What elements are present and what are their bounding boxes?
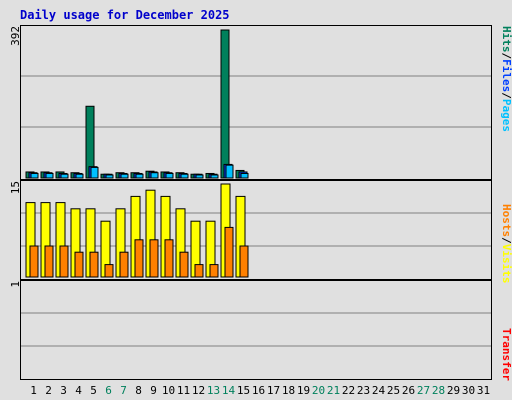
x-tick-label-day-10: 10 (162, 384, 175, 397)
y-max-label-mid: 15 (9, 181, 22, 194)
panel-frame (20, 25, 492, 180)
svg-text:Hits/Files/Pages: Hits/Files/Pages (500, 26, 512, 132)
x-tick-label-day-20: 20 (312, 384, 325, 397)
x-tick-label-day-6: 6 (105, 384, 112, 397)
bar-hosts-day-6 (104, 264, 114, 278)
x-tick-label-day-1: 1 (30, 384, 37, 397)
bar-hosts-day-15 (239, 245, 249, 278)
x-tick-label-day-15: 15 (237, 384, 250, 397)
bar-pages-day-14 (225, 164, 234, 179)
x-tick-label-day-25: 25 (387, 384, 400, 397)
panel-frame (20, 180, 492, 280)
x-tick-label-day-22: 22 (342, 384, 355, 397)
bar-pages-day-5 (90, 166, 99, 179)
x-tick-label-day-9: 9 (150, 384, 157, 397)
x-tick-label-day-18: 18 (282, 384, 295, 397)
legend-visits: Visits (500, 244, 512, 284)
x-tick-label-day-21: 21 (327, 384, 340, 397)
chart-title: Daily usage for December 2025 (20, 8, 230, 22)
x-tick-label-day-12: 12 (192, 384, 205, 397)
bar-hosts-day-3 (59, 245, 69, 278)
hits-files-pages-bars (25, 29, 249, 179)
bar-pages-day-15 (240, 172, 249, 179)
bar-pages-day-4 (75, 173, 84, 179)
x-tick-label-day-16: 16 (252, 384, 265, 397)
x-tick-label-day-30: 30 (462, 384, 475, 397)
bar-hosts-day-4 (74, 251, 84, 278)
x-tick-label-day-28: 28 (432, 384, 445, 397)
x-tick-label-day-26: 26 (402, 384, 415, 397)
x-tick-label-day-8: 8 (135, 384, 142, 397)
bar-pages-day-12 (195, 174, 204, 179)
x-tick-label-day-2: 2 (45, 384, 52, 397)
legend-files: Files (500, 59, 512, 92)
bar-hosts-day-7 (119, 251, 129, 278)
x-tick-label-day-3: 3 (60, 384, 67, 397)
y-max-label-top: 392 (9, 26, 22, 46)
bar-hosts-day-13 (209, 264, 219, 278)
bar-pages-day-8 (135, 173, 144, 179)
x-axis-day-labels: 1 2 3 4 5 6 7 8 9 10 11 12 13 14 15 16 17 18 19 20 21 22 23 24 2… (30, 384, 490, 397)
bar-hosts-day-2 (44, 245, 54, 278)
transfer-panel: 1 Transfer (9, 280, 512, 381)
x-tick-label-day-24: 24 (372, 384, 386, 397)
bar-hosts-day-11 (179, 251, 189, 278)
x-tick-label-day-23: 23 (357, 384, 370, 397)
bar-hits-day-14 (220, 29, 230, 179)
bar-pages-day-3 (60, 173, 69, 179)
legend-pages: Pages (500, 99, 512, 132)
legend-hosts: Hosts (500, 204, 512, 237)
bar-pages-day-13 (210, 174, 219, 179)
y-max-label-bot: 1 (9, 281, 22, 288)
bar-hosts-day-9 (149, 239, 159, 278)
legend-transfer: Transfer (500, 328, 512, 381)
bar-hosts-day-10 (164, 239, 174, 278)
x-tick-label-day-31: 31 (477, 384, 490, 397)
x-tick-label-day-14: 14 (222, 384, 236, 397)
hosts-visits-panel: 15 Hosts/Visits (9, 180, 512, 284)
bar-pages-day-2 (45, 172, 54, 179)
x-tick-label-day-4: 4 (75, 384, 82, 397)
bar-hosts-day-1 (29, 245, 39, 278)
x-tick-label-day-11: 11 (177, 384, 190, 397)
x-tick-label-day-29: 29 (447, 384, 460, 397)
x-tick-label-day-27: 27 (417, 384, 430, 397)
bar-pages-day-6 (105, 174, 114, 179)
side-label-transfer: Transfer (500, 328, 512, 381)
bar-pages-day-7 (120, 173, 129, 179)
side-label-hosts-visits: Hosts/Visits (500, 204, 512, 284)
x-tick-label-day-17: 17 (267, 384, 280, 397)
panel-frame (20, 280, 492, 380)
hits-files-pages-panel: 392 Hits/Files/Pages (9, 25, 512, 180)
bar-pages-day-11 (180, 173, 189, 179)
x-tick-label-day-5: 5 (90, 384, 97, 397)
bar-pages-day-9 (150, 172, 159, 179)
side-label-hits-files-pages: Hits/Files/Pages (500, 26, 512, 132)
bar-hosts-day-8 (134, 239, 144, 278)
legend-hits: Hits (500, 26, 512, 53)
x-tick-label-day-7: 7 (120, 384, 127, 397)
bar-pages-day-10 (165, 172, 174, 179)
x-tick-label-day-19: 19 (297, 384, 310, 397)
bar-hosts-day-12 (194, 264, 204, 278)
bar-hosts-day-5 (89, 251, 99, 278)
svg-text:Hosts/Visits: Hosts/Visits (500, 204, 512, 284)
bar-pages-day-1 (30, 172, 39, 179)
x-tick-label-day-13: 13 (207, 384, 220, 397)
hosts-visits-bars (25, 183, 249, 278)
bar-hosts-day-14 (224, 226, 234, 278)
